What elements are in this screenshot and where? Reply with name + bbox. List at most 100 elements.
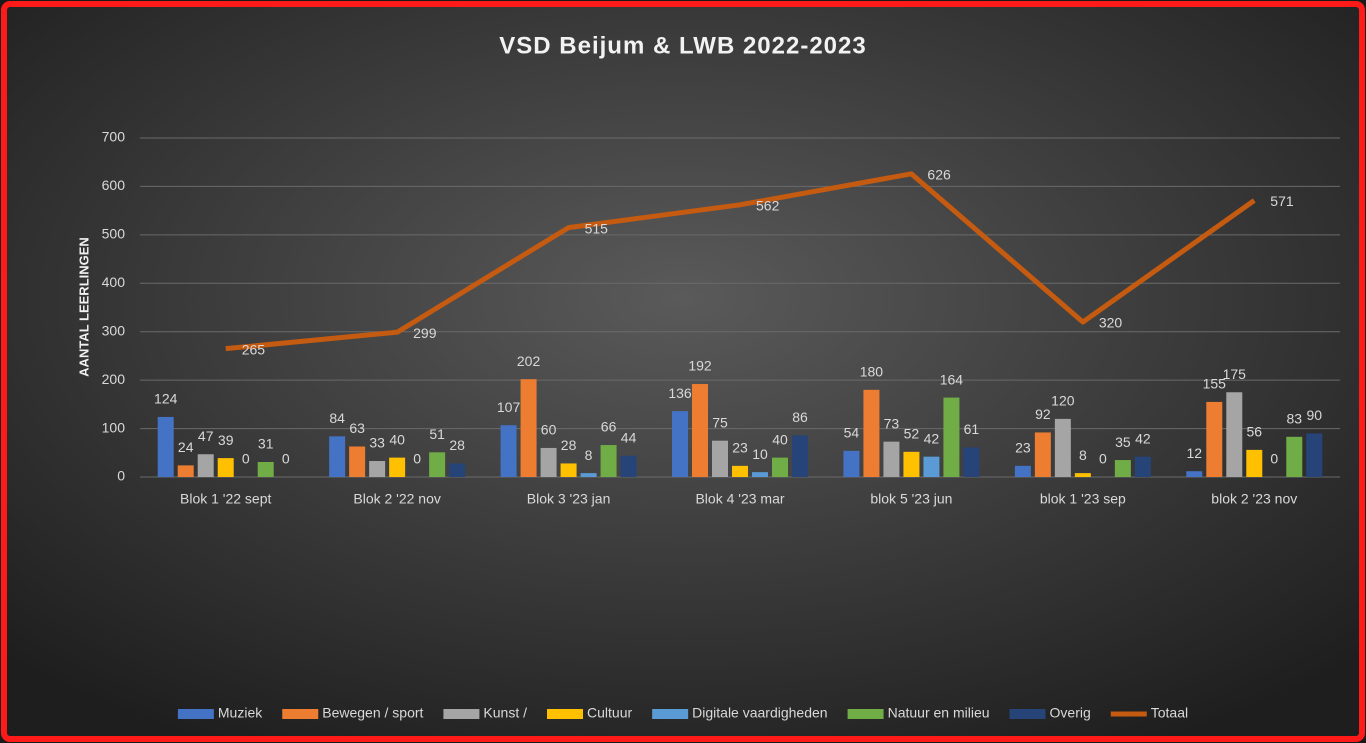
data-label: 24	[178, 439, 194, 455]
bar	[943, 397, 960, 477]
bar	[792, 435, 808, 477]
data-label: 52	[904, 426, 920, 442]
legend-swatch	[443, 709, 480, 719]
bar	[157, 416, 174, 477]
legend-label: Overig	[1050, 705, 1091, 721]
bar	[369, 461, 386, 477]
legend-label: Kunst /	[483, 705, 527, 721]
line-label: 320	[1099, 315, 1123, 331]
bar	[1114, 460, 1131, 477]
data-label: 192	[688, 358, 712, 374]
legend-swatch	[547, 709, 584, 719]
data-label: 10	[752, 446, 768, 462]
data-label: 61	[964, 421, 980, 437]
line-label: 265	[242, 341, 266, 357]
data-label: 0	[413, 451, 421, 467]
x-tick-label: blok 5 '23 jun	[870, 491, 952, 507]
data-label: 175	[1223, 366, 1247, 382]
data-label: 164	[940, 371, 964, 387]
line-label: 571	[1270, 193, 1294, 209]
legend-swatch	[652, 709, 689, 719]
bar	[1074, 473, 1091, 477]
line	[225, 171, 1256, 352]
legend-label: Natuur en milieu	[888, 705, 990, 721]
data-label: 60	[541, 422, 557, 438]
bar	[692, 384, 708, 477]
legend-swatch	[282, 709, 319, 719]
bar	[752, 472, 768, 477]
data-label: 0	[1099, 451, 1107, 467]
data-label: 31	[258, 436, 274, 452]
data-label: 35	[1115, 434, 1131, 450]
legend-label: Cultuur	[587, 705, 632, 721]
legend: Muziek Bewegen / sport Kunst / Cultuur Digit…	[177, 705, 1188, 721]
data-label: 12	[1186, 445, 1202, 461]
legend-swatch	[847, 709, 884, 719]
x-tick-label: Blok 4 '23 mar	[695, 491, 784, 507]
x-tick-label: blok 1 '23 sep	[1040, 491, 1126, 507]
line-label: 299	[413, 325, 437, 341]
y-tick-label: 600	[102, 177, 126, 193]
bar	[1054, 418, 1071, 477]
bar	[500, 425, 517, 477]
data-label: 136	[668, 385, 692, 401]
bar	[1206, 401, 1223, 477]
y-tick-label: 200	[102, 371, 126, 387]
data-label: 42	[924, 430, 940, 446]
data-label: 42	[1135, 430, 1151, 446]
bar	[520, 379, 537, 477]
bar	[1034, 432, 1051, 477]
data-label: 28	[449, 437, 465, 453]
bar	[1246, 449, 1263, 477]
data-label: 0	[242, 451, 250, 467]
data-label: 51	[429, 426, 445, 442]
bar	[580, 473, 597, 477]
bar	[883, 441, 900, 477]
bar	[257, 461, 274, 477]
y-tick-label: 400	[102, 274, 126, 290]
bar	[600, 445, 617, 477]
data-label: 40	[389, 431, 405, 447]
bar	[772, 457, 788, 477]
data-label: 8	[585, 447, 593, 463]
data-label: 0	[282, 451, 290, 467]
data-label: 75	[712, 414, 728, 430]
data-label: 84	[329, 410, 345, 426]
legend-label: Bewegen / sport	[322, 705, 423, 721]
bar	[923, 456, 940, 477]
x-tick-label: Blok 1 '22 sept	[180, 491, 272, 507]
data-label: 23	[732, 440, 748, 456]
data-label: 66	[601, 419, 617, 435]
data-label: 23	[1015, 440, 1031, 456]
data-label: 86	[792, 409, 808, 425]
y-tick-label: 100	[102, 419, 126, 435]
bar	[197, 454, 214, 477]
y-tick-label: 0	[117, 468, 125, 484]
y-tick-label: 300	[102, 322, 126, 338]
data-label: 40	[772, 431, 788, 447]
bar	[389, 457, 406, 477]
bar	[1226, 392, 1243, 477]
bar	[712, 440, 728, 477]
data-label: 54	[844, 425, 860, 441]
data-label: 83	[1286, 411, 1302, 427]
legend-label: Totaal	[1151, 705, 1188, 721]
data-label: 56	[1246, 424, 1262, 440]
legend-label: Muziek	[218, 705, 263, 721]
bar	[672, 411, 688, 477]
bar	[540, 447, 557, 477]
bar	[732, 465, 748, 477]
bar	[620, 455, 637, 477]
data-label: 44	[621, 429, 637, 445]
bar	[843, 450, 860, 477]
bar	[863, 389, 880, 477]
data-label: 0	[1270, 451, 1278, 467]
x-tick-label: Blok 2 '22 nov	[353, 491, 441, 507]
data-label: 63	[349, 420, 365, 436]
bar	[1134, 456, 1151, 477]
y-tick-label: 500	[102, 226, 126, 242]
bar	[349, 446, 366, 477]
bar	[560, 463, 577, 477]
